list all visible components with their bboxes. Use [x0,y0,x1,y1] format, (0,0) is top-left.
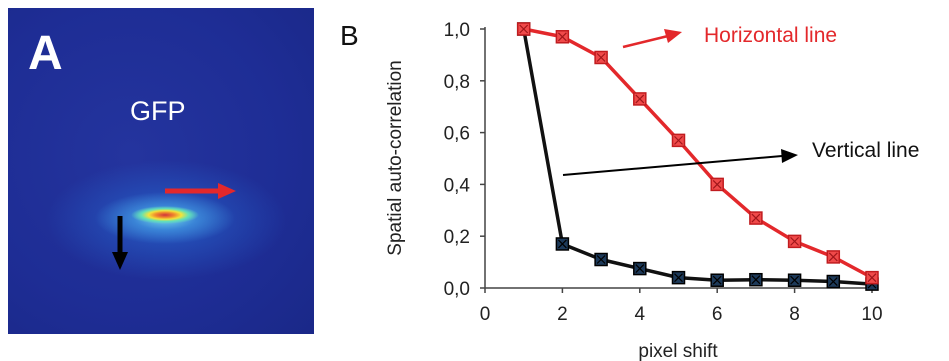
vertical-data-point [710,273,724,287]
chart-ticks: 0 2 4 6 8 10 0,0 0,2 0,4 0,6 0,8 1,0 [444,20,883,325]
horizontal-data-point [826,250,841,264]
vertical-data-point [555,237,570,251]
vertical-data-point [633,261,647,276]
vertical-data-point [594,252,608,267]
x-tick-label: 8 [789,304,800,325]
y-tick-label: 0,8 [444,72,470,93]
horizontal-line-annotation: Horizontal line [622,24,837,49]
y-tick-label: 1,0 [444,20,470,41]
x-tick-label: 2 [557,304,568,325]
vertical-direction-arrow [112,216,128,270]
gfp-image-panel: A GFP [8,8,314,334]
horizontal-direction-arrow [165,183,236,199]
horizontal-data-point [787,234,802,249]
panel-a-letter: A [28,27,63,80]
x-tick-label: 10 [861,304,882,325]
horizontal-data-point [516,22,531,36]
x-tick-label: 4 [635,304,646,325]
y-tick-label: 0,4 [444,175,471,196]
vertical-data-point [749,272,763,287]
gfp-label: GFP [130,96,186,126]
vertical-annotation-arrowhead [781,149,798,163]
y-tick-label: 0,2 [444,227,470,248]
vertical-data-point [826,274,841,289]
horizontal-data-point [749,211,763,225]
panel-b-letter: B [340,20,359,51]
horizontal-data-point [633,92,647,106]
y-tick-label: 0,0 [444,279,470,300]
vertical-line-annotation: Vertical line [562,139,919,176]
horizontal-data-point [671,133,686,148]
x-tick-label: 0 [480,304,491,325]
horizontal-data-point [865,270,879,285]
horizontal-data-point [555,30,570,44]
vertical-data-point [787,273,802,287]
y-axis-title: Spatial auto-correlation [385,60,406,255]
y-tick-label: 0,6 [444,124,470,145]
horizontal-data-point [710,177,724,192]
chart-axes [484,27,874,289]
vertical-data-point [671,270,686,285]
horizontal-annotation-arrowhead [664,29,682,43]
horizontal-series-label: Horizontal line [704,24,837,47]
x-tick-label: 6 [712,304,723,325]
direction-arrows [112,183,236,270]
x-axis-title: pixel shift [638,341,718,361]
vertical-series-line [521,28,873,286]
vertical-series-label: Vertical line [812,139,919,162]
horizontal-data-point [594,50,608,65]
